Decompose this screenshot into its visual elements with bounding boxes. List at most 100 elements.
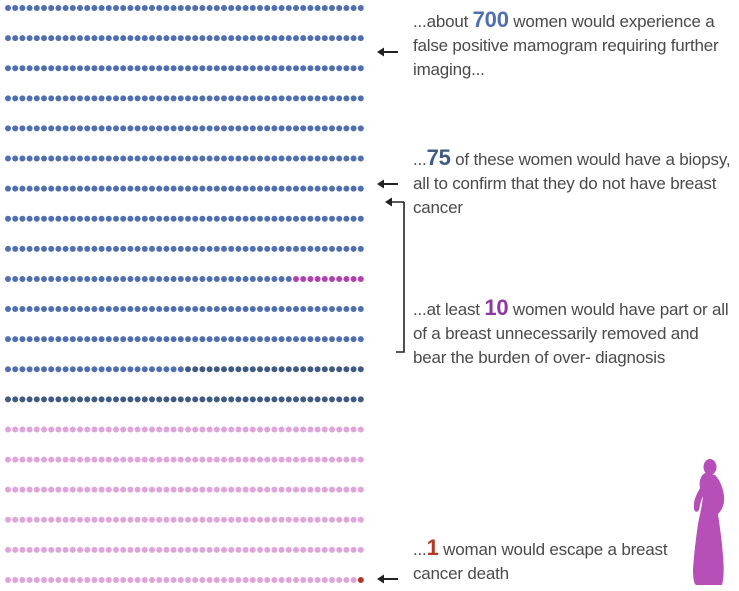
- dot-biopsy: [33, 396, 40, 403]
- dot-false-positive: [77, 366, 83, 373]
- dot-false-positive: [285, 5, 292, 11]
- dot-biopsy: [314, 366, 321, 373]
- dot-remaining: [285, 577, 292, 583]
- dot-biopsy: [12, 396, 19, 403]
- dot-false-positive: [141, 155, 148, 162]
- dot-false-positive: [235, 35, 242, 42]
- dot-false-positive: [77, 95, 83, 102]
- dot-false-positive: [48, 336, 55, 343]
- dot-false-positive: [293, 306, 299, 313]
- number-1: 1: [426, 535, 439, 560]
- dot-remaining: [77, 546, 83, 553]
- dot-false-positive: [307, 35, 314, 42]
- dot-remaining: [350, 486, 357, 493]
- dot-false-positive: [206, 215, 213, 222]
- dot-false-positive: [62, 5, 69, 11]
- dot-remaining: [98, 426, 105, 433]
- dot-false-positive: [278, 275, 285, 282]
- dot-remaining: [199, 486, 206, 493]
- dot-false-positive: [48, 185, 55, 192]
- annotation-biopsy: ...75 of these women would have a biopsy…: [413, 146, 733, 220]
- dot-remaining: [206, 456, 213, 463]
- dot-false-positive: [98, 336, 105, 343]
- dot-false-positive: [213, 185, 220, 192]
- dot-false-positive: [55, 275, 62, 282]
- dot-remaining: [33, 577, 40, 583]
- dot-false-positive: [33, 125, 40, 132]
- dot-biopsy: [228, 396, 235, 403]
- dot-remaining: [192, 486, 199, 493]
- dot-unnecessary-removal: [300, 275, 307, 282]
- dot-false-positive: [228, 336, 235, 343]
- dot-false-positive: [98, 215, 105, 222]
- dot-false-positive: [12, 5, 19, 11]
- dot-remaining: [278, 456, 285, 463]
- dot-false-positive: [134, 65, 141, 72]
- dot-false-positive: [336, 306, 343, 313]
- dot-false-positive: [91, 185, 98, 192]
- dot-remaining: [120, 426, 127, 433]
- dot-false-positive: [192, 275, 199, 282]
- dot-false-positive: [242, 185, 249, 192]
- dot-biopsy: [77, 396, 83, 403]
- dot-remaining: [113, 426, 119, 433]
- dot-false-positive: [228, 35, 235, 42]
- dot-false-positive: [350, 306, 357, 313]
- dot-false-positive: [271, 245, 278, 252]
- dot-remaining: [120, 456, 127, 463]
- dot-false-positive: [336, 125, 343, 132]
- dot-false-positive: [12, 215, 19, 222]
- dot-false-positive: [278, 215, 285, 222]
- dot-false-positive: [163, 336, 170, 343]
- dot-false-positive: [285, 306, 292, 313]
- dot-false-positive: [5, 215, 11, 222]
- dot-false-positive: [221, 95, 227, 102]
- dot-remaining: [278, 577, 285, 583]
- dot-false-positive: [77, 336, 83, 343]
- dot-false-positive: [84, 185, 91, 192]
- dot-remaining: [343, 577, 350, 583]
- dot-remaining: [300, 426, 307, 433]
- dot-false-positive: [77, 185, 83, 192]
- dot-false-positive: [213, 5, 220, 11]
- dot-false-positive: [170, 125, 177, 132]
- dot-false-positive: [5, 245, 11, 252]
- dot-remaining: [221, 486, 227, 493]
- dot-false-positive: [156, 215, 163, 222]
- dot-false-positive: [19, 125, 26, 132]
- dot-biopsy: [343, 366, 350, 373]
- dot-grid: [5, 5, 364, 583]
- dot-remaining: [177, 516, 184, 523]
- dot-false-positive: [26, 35, 33, 42]
- left-arrow-icon: [377, 47, 398, 57]
- annotation-text: women would have part or all of a breast…: [413, 300, 729, 367]
- dot-remaining: [149, 577, 155, 583]
- dot-remaining: [5, 546, 11, 553]
- dot-false-positive: [235, 125, 242, 132]
- dot-remaining: [77, 516, 83, 523]
- dot-remaining: [69, 546, 76, 553]
- dot-false-positive: [91, 215, 98, 222]
- dot-false-positive: [134, 95, 141, 102]
- dot-false-positive: [149, 5, 155, 11]
- dot-remaining: [134, 486, 141, 493]
- dot-false-positive: [156, 185, 163, 192]
- dot-false-positive: [329, 336, 335, 343]
- dot-remaining: [264, 426, 271, 433]
- dot-unnecessary-removal: [329, 275, 335, 282]
- dot-false-positive: [55, 245, 62, 252]
- dot-remaining: [12, 577, 19, 583]
- dot-remaining: [12, 426, 19, 433]
- dot-false-positive: [321, 125, 328, 132]
- dot-false-positive: [41, 125, 47, 132]
- woman-silhouette-icon: [693, 459, 725, 585]
- dot-remaining: [249, 456, 256, 463]
- dot-false-positive: [84, 35, 91, 42]
- dot-biopsy: [321, 366, 328, 373]
- dot-false-positive: [12, 95, 19, 102]
- dot-remaining: [163, 546, 170, 553]
- dot-false-positive: [329, 155, 335, 162]
- dot-false-positive: [69, 275, 76, 282]
- dot-remaining: [278, 516, 285, 523]
- dot-false-positive: [293, 125, 299, 132]
